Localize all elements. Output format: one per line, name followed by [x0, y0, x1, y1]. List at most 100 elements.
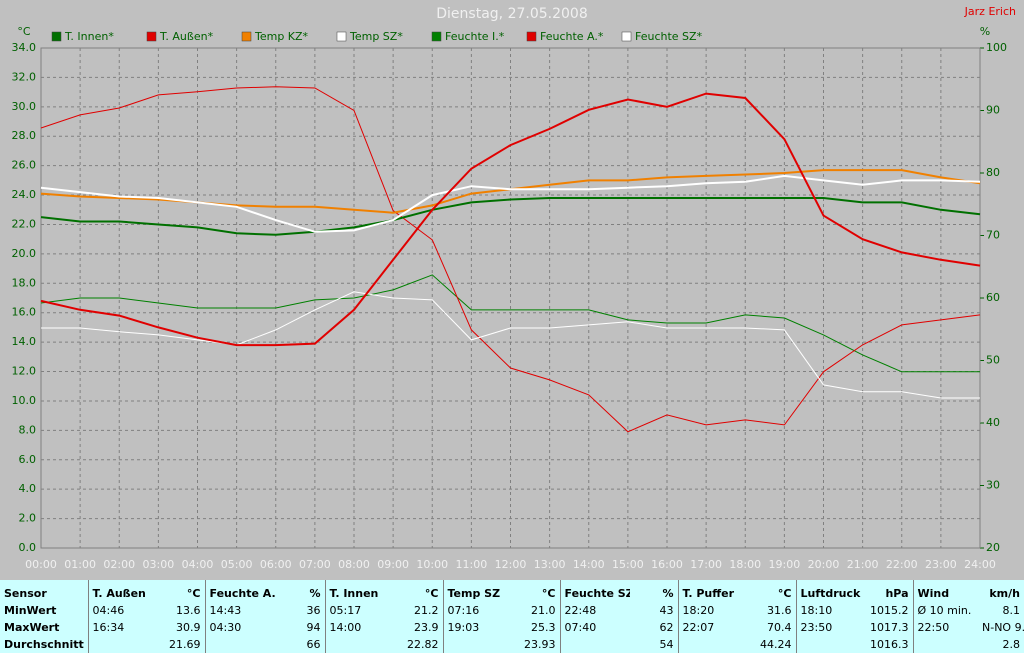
empty-cell	[87, 636, 158, 653]
y-tick-label: 26.0	[12, 159, 37, 172]
credit: Jarz Erich	[964, 5, 1016, 18]
time-cell: Ø 10 min.	[912, 602, 978, 619]
empty-cell	[442, 636, 511, 653]
value-cell: 44.24	[760, 638, 792, 651]
value-cell: 36	[306, 604, 321, 617]
y-tick-label: 2.0	[19, 512, 37, 525]
series-line	[40, 92, 981, 347]
y-tick-label: 0.0	[19, 541, 37, 554]
legend-label: Feuchte SZ*	[635, 30, 703, 43]
column-unit: °C	[424, 587, 439, 600]
value-cell: 23.9	[414, 621, 439, 634]
value-cell: 54	[659, 638, 674, 651]
row-label: MinWert	[4, 604, 57, 617]
time-cell: 14:43	[204, 602, 275, 619]
time-cell: 04:46	[87, 602, 158, 619]
series-line	[41, 291, 980, 399]
time-cell: 22:07	[677, 619, 746, 636]
y2-tick-label: 70	[986, 229, 1000, 242]
value-cell: 21.0	[531, 604, 556, 617]
empty-cell	[204, 636, 275, 653]
value-cell: 30.9	[176, 621, 201, 634]
x-tick-label: 16:00	[651, 558, 683, 571]
value-cell: 1015.2	[870, 604, 909, 617]
column-unit: hPa	[885, 587, 909, 600]
series-line	[40, 197, 981, 236]
column-unit: °C	[541, 587, 556, 600]
legend-swatch	[146, 31, 157, 42]
time-cell: 22:50	[912, 619, 978, 636]
column-name: T. Puffer	[677, 580, 746, 602]
y-tick-label: 16.0	[12, 306, 37, 319]
column-unit: km/h	[989, 587, 1020, 600]
value-cell: 31.6	[767, 604, 792, 617]
value-cell: 13.6	[176, 604, 201, 617]
y-tick-label: 28.0	[12, 129, 37, 142]
column-unit: °C	[777, 587, 792, 600]
time-cell: 05:17	[324, 602, 393, 619]
y2-tick-label: 100	[986, 41, 1007, 54]
y2-tick-label: 30	[986, 479, 1000, 492]
x-tick-label: 07:00	[299, 558, 331, 571]
y-tick-label: 14.0	[12, 335, 37, 348]
legend-label: T. Außen*	[159, 30, 214, 43]
column-name: Wind	[912, 580, 978, 602]
y-unit: °C	[17, 25, 31, 38]
column-name: Feuchte SZ	[559, 580, 630, 602]
y-tick-label: 8.0	[19, 423, 37, 436]
y-tick-label: 10.0	[12, 394, 37, 407]
legend-label: Temp KZ*	[254, 30, 309, 43]
series-line	[40, 174, 981, 233]
table: Sensor T. Außen °C Feuchte A.% T. Innen °C Tem…	[0, 580, 1024, 653]
y-tick-label: 22.0	[12, 217, 37, 230]
value-cell: 2.8	[1002, 638, 1021, 651]
y-tick-label: 24.0	[12, 188, 37, 201]
x-tick-label: 08:00	[338, 558, 370, 571]
series-line	[40, 274, 980, 373]
empty-cell	[677, 636, 746, 653]
value-cell: 23.93	[524, 638, 556, 651]
x-tick-label: 23:00	[925, 558, 957, 571]
y-tick-label: 4.0	[19, 482, 37, 495]
time-cell: 14:00	[324, 619, 393, 636]
x-tick-label: 19:00	[769, 558, 801, 571]
y-tick-label: 20.0	[12, 247, 37, 260]
y-tick-label: 6.0	[19, 453, 37, 466]
value-cell: 25.3	[531, 621, 556, 634]
y2-unit: %	[980, 25, 990, 38]
column-unit: %	[662, 587, 674, 600]
chart: Dienstag, 27.05.2008 Jarz Erich °C % 0.0…	[12, 5, 1017, 571]
series-line	[40, 86, 981, 433]
y2-tick-label: 50	[986, 354, 1000, 367]
x-tick-label: 00:00	[25, 558, 57, 571]
empty-cell	[912, 636, 978, 653]
column-name: T. Innen	[324, 580, 393, 602]
x-tick-label: 01:00	[64, 558, 96, 571]
x-tick-label: 10:00	[416, 558, 448, 571]
y2-tick-label: 20	[986, 541, 1000, 554]
legend-label: Feuchte I.*	[445, 30, 505, 43]
x-tick-label: 12:00	[495, 558, 527, 571]
value-cell: 70.4	[767, 621, 792, 634]
legend-swatch	[241, 31, 252, 42]
row-label: MaxWert	[4, 621, 60, 634]
x-tick-label: 04:00	[182, 558, 214, 571]
column-name: Temp SZ	[442, 580, 511, 602]
x-tick-label: 20:00	[808, 558, 840, 571]
column-name: Luftdruck	[795, 580, 864, 602]
value-cell: 94	[306, 621, 321, 634]
empty-cell	[324, 636, 393, 653]
legend-swatch	[621, 31, 632, 42]
value-cell: 21.69	[169, 638, 201, 651]
legend-swatch	[336, 31, 347, 42]
legend-label: Temp SZ*	[349, 30, 403, 43]
y2-tick-label: 90	[986, 104, 1000, 117]
y2-tick-label: 40	[986, 416, 1000, 429]
y-tick-label: 30.0	[12, 100, 37, 113]
y2-tick-label: 80	[986, 166, 1000, 179]
y-tick-label: 12.0	[12, 365, 37, 378]
time-cell: 18:20	[677, 602, 746, 619]
x-tick-label: 24:00	[964, 558, 996, 571]
y-tick-label: 18.0	[12, 276, 37, 289]
